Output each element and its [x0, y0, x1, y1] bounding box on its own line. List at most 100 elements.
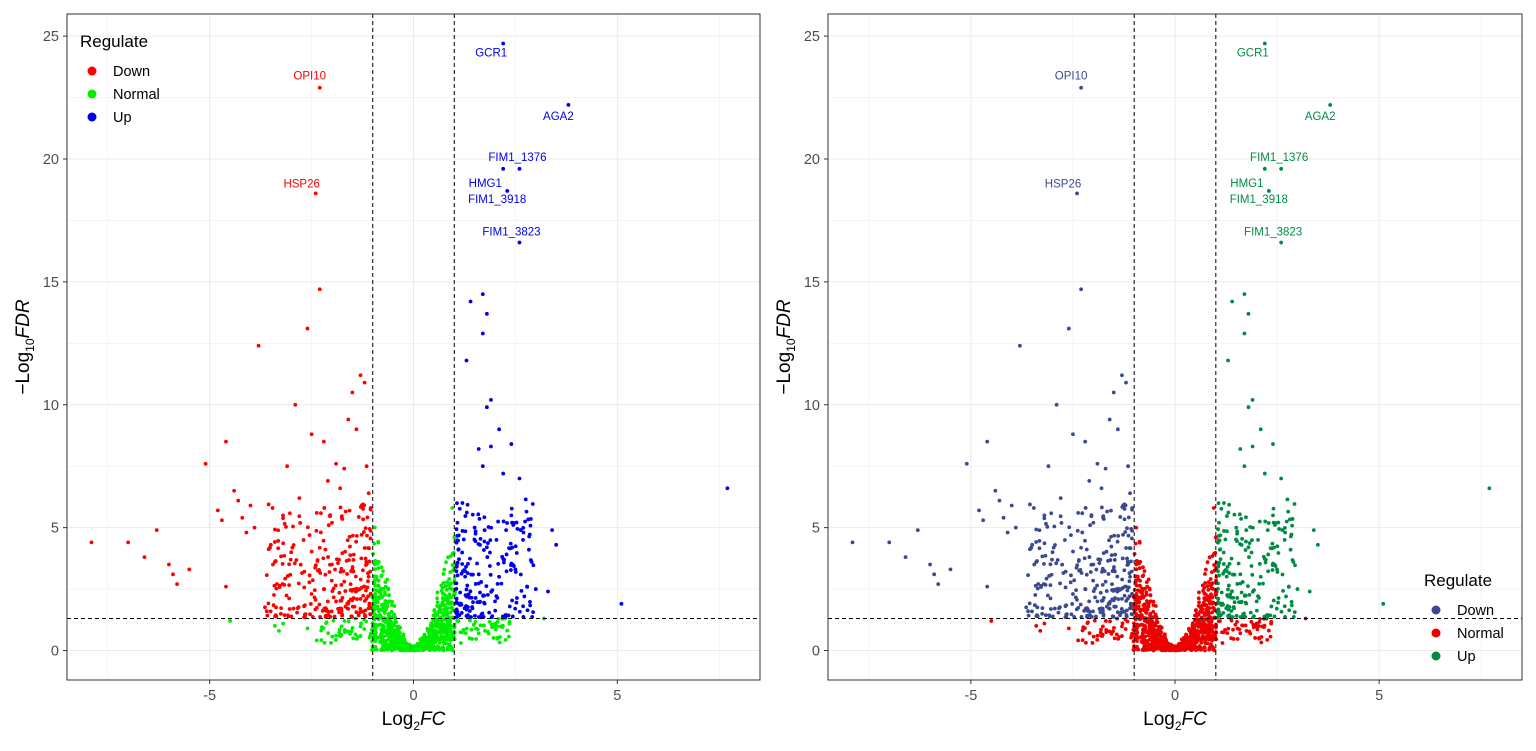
point-up: [1239, 542, 1244, 547]
point-normal: [493, 621, 497, 626]
point-normal: [445, 647, 450, 652]
point-normal: [1203, 581, 1208, 585]
point-up: [1271, 442, 1275, 446]
point-up: [529, 560, 534, 564]
point-down: [288, 557, 293, 562]
point-down: [1059, 521, 1064, 525]
point-down: [326, 609, 331, 614]
point-up: [468, 299, 473, 304]
point-down: [1045, 593, 1050, 598]
point-normal: [397, 635, 402, 640]
point-normal: [1138, 635, 1142, 640]
point-normal: [346, 619, 351, 624]
point-up: [528, 599, 532, 604]
point-down: [346, 606, 351, 611]
point-up: [454, 600, 459, 604]
x-axis-title: Log2FC: [1143, 709, 1207, 733]
point-up: [1227, 613, 1232, 618]
point-normal: [456, 619, 461, 623]
point-down: [291, 606, 296, 611]
point-down: [1121, 532, 1125, 537]
point-up: [525, 608, 530, 613]
point-down: [341, 569, 346, 574]
point-normal: [368, 634, 372, 639]
point-up: [1232, 600, 1237, 605]
point-down: [352, 604, 357, 609]
point-down: [343, 549, 347, 554]
point-normal: [447, 577, 452, 581]
point-down: [1113, 596, 1117, 600]
point-up: [486, 541, 490, 546]
point-up: [501, 41, 506, 46]
point-up: [1266, 569, 1271, 574]
point-down: [997, 498, 1002, 503]
point-up: [1291, 614, 1296, 619]
point-up: [1282, 604, 1287, 609]
point-normal: [1238, 631, 1243, 636]
point-down: [332, 614, 337, 619]
point-down: [1130, 605, 1134, 610]
legend-label: Down: [113, 64, 150, 80]
point-down: [1026, 613, 1031, 618]
point-down: [1055, 558, 1060, 562]
point-down: [1101, 612, 1106, 617]
point-down: [1040, 611, 1045, 616]
point-down: [89, 540, 94, 545]
point-up: [1262, 41, 1267, 46]
point-up: [1230, 615, 1235, 619]
point-normal: [1163, 632, 1167, 637]
point-normal: [1142, 628, 1147, 632]
point-down: [1082, 556, 1087, 561]
point-up: [459, 610, 464, 615]
point-down: [368, 536, 373, 541]
point-down: [1122, 593, 1127, 598]
point-down: [347, 508, 352, 513]
point-down: [322, 506, 327, 510]
point-down: [290, 545, 295, 550]
point-up: [1221, 562, 1226, 566]
point-up: [1273, 564, 1278, 568]
point-down: [1122, 609, 1127, 614]
point-normal: [1193, 648, 1198, 652]
point-up: [501, 471, 506, 476]
point-up: [1246, 584, 1250, 589]
point-normal: [358, 624, 363, 629]
point-up: [485, 555, 490, 559]
point-normal: [1086, 620, 1090, 625]
point-normal: [380, 648, 385, 653]
point-down: [315, 568, 320, 573]
point-up: [464, 587, 469, 592]
point-up: [1218, 547, 1222, 552]
legend-key-normal: [1431, 628, 1441, 638]
point-normal: [346, 629, 350, 634]
x-axis-title-part: Log: [382, 709, 414, 730]
point-up: [1257, 596, 1261, 600]
point-normal: [351, 636, 356, 641]
point-up: [455, 538, 460, 543]
point-down: [1112, 558, 1117, 562]
point-normal: [1194, 628, 1199, 633]
point-down: [850, 540, 855, 545]
point-down: [276, 528, 281, 533]
point-down: [362, 546, 367, 550]
point-up: [1279, 166, 1284, 171]
point-up: [517, 609, 522, 614]
point-up: [1246, 311, 1251, 316]
point-down: [1115, 539, 1120, 544]
point-normal: [1197, 600, 1201, 605]
point-down: [350, 589, 354, 593]
point-down: [354, 533, 359, 538]
point-down: [903, 555, 908, 560]
point-down: [1035, 614, 1040, 619]
point-down: [326, 523, 331, 528]
point-normal: [1203, 641, 1208, 646]
point-down: [334, 599, 338, 604]
point-up: [1283, 530, 1288, 535]
point-down: [993, 488, 998, 493]
point-normal: [435, 596, 440, 601]
gene-label: FIM1_3823: [482, 227, 540, 239]
point-up: [454, 586, 459, 591]
y-tick-label: 0: [51, 644, 59, 660]
point-down: [1130, 612, 1135, 617]
point-up: [467, 609, 472, 613]
